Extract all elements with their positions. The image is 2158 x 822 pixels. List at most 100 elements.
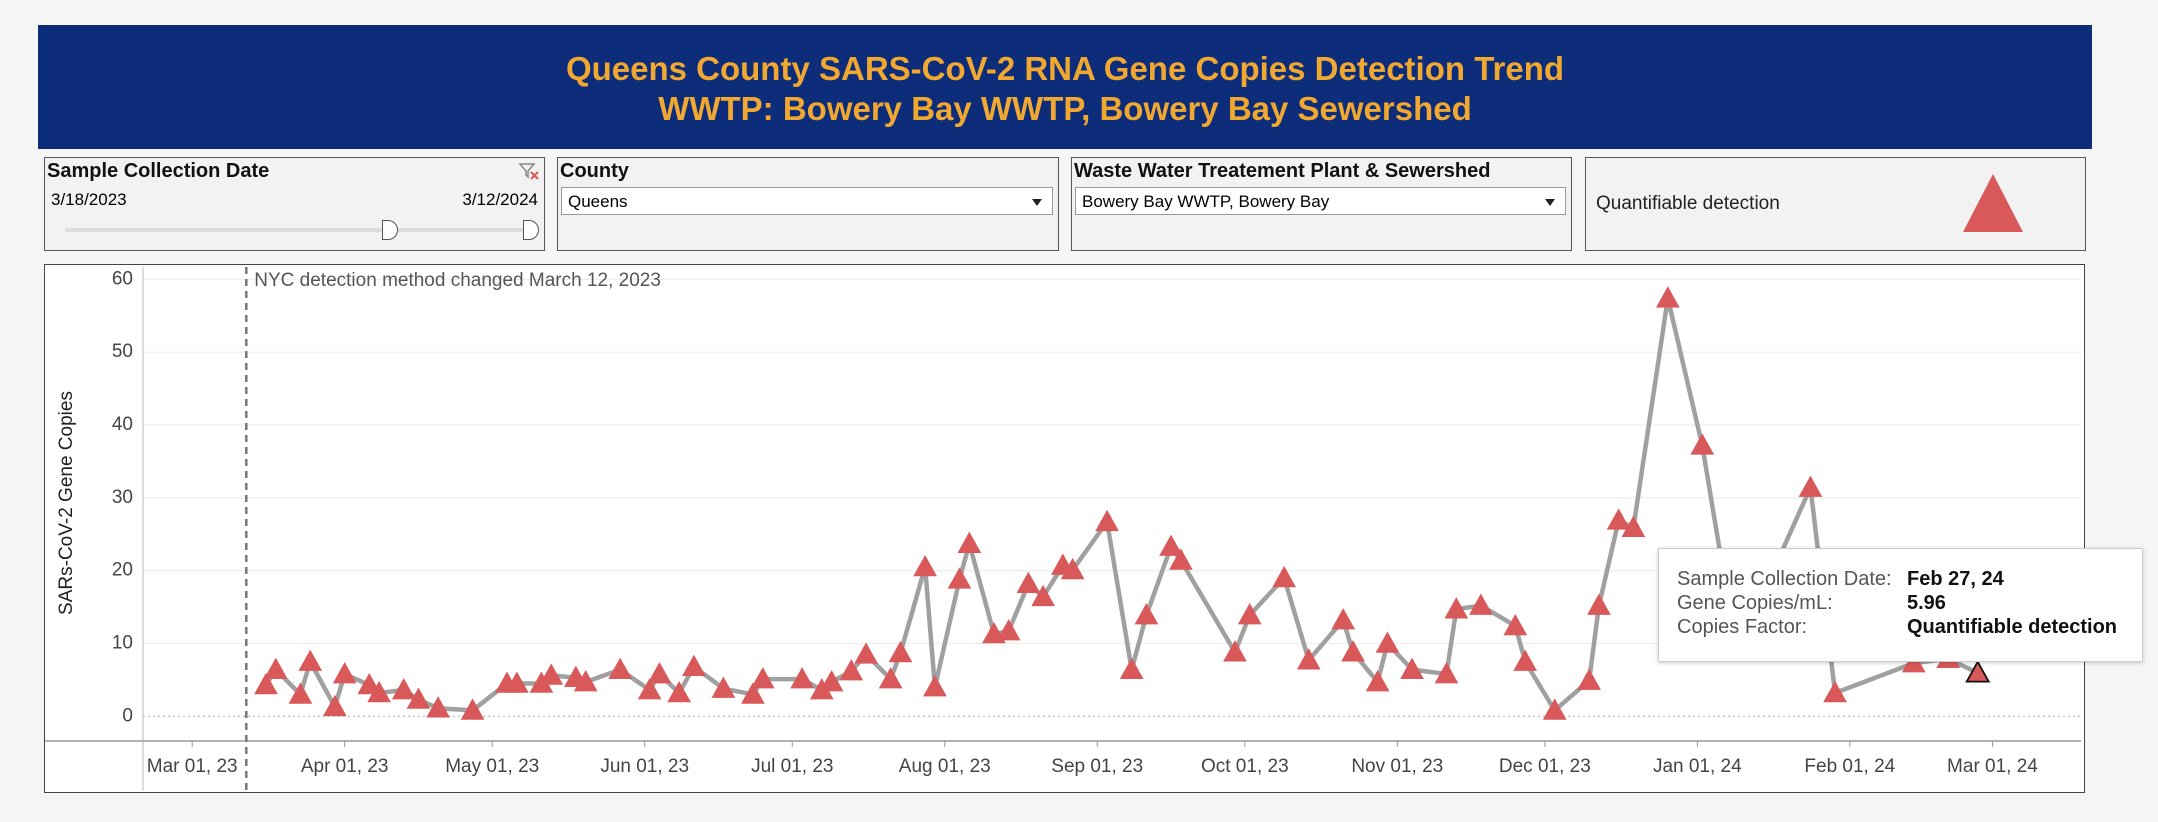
y-tick-label: 60: [112, 268, 133, 289]
data-point: [878, 667, 903, 689]
data-point: [539, 663, 564, 685]
data-point: [1690, 433, 1715, 455]
clear-filter-icon[interactable]: [518, 162, 540, 180]
tooltip: Sample Collection Date: Feb 27, 24 Gene …: [1658, 548, 2143, 662]
county-dropdown[interactable]: Queens: [561, 187, 1053, 215]
x-tick-label: Aug 01, 23: [899, 756, 991, 777]
data-point: [1587, 593, 1611, 615]
data-point: [263, 657, 288, 679]
slider-handle[interactable]: [382, 220, 398, 240]
data-point: [888, 640, 913, 663]
slider-handle[interactable]: [523, 220, 539, 240]
data-point: [819, 669, 844, 692]
data-point: [996, 619, 1021, 641]
chart-area: 0 10 20 30 40 50 60 Mar 01, 23 Apr 01, 23 May 01,…: [44, 264, 2085, 793]
data-point: [1159, 534, 1183, 556]
data-point: [504, 671, 529, 693]
data-point: [1272, 565, 1297, 588]
data-point: [1798, 475, 1823, 497]
data-point: [332, 661, 357, 684]
data-point: [1060, 557, 1085, 580]
data-point: [667, 680, 691, 703]
plant-filter: Waste Water Treatement Plant & Sewershed…: [1071, 157, 1572, 251]
y-tick-label: 10: [112, 632, 133, 653]
legend-triangle: [1963, 174, 2023, 232]
data-point: [426, 696, 450, 718]
legend-label: Quantifiable detection: [1596, 193, 1780, 214]
data-point: [957, 531, 982, 553]
data-point: [460, 698, 485, 720]
tooltip-value: 5.96: [1907, 592, 1946, 614]
data-point: [1542, 698, 1567, 720]
data-point: [1375, 631, 1400, 653]
plant-dropdown[interactable]: Bowery Bay WWTP, Bowery Bay: [1075, 187, 1566, 215]
data-point: [1365, 669, 1390, 692]
data-point: [711, 676, 736, 698]
data-point: [573, 669, 598, 692]
tooltip-key: Sample Collection Date:: [1677, 568, 1892, 590]
y-tick-label: 0: [122, 705, 133, 726]
data-point: [750, 667, 775, 689]
tooltip-value: Quantifiable detection: [1907, 616, 2118, 638]
data-point: [1031, 584, 1055, 607]
filter-title: Waste Water Treatement Plant & Sewershed: [1074, 160, 1491, 182]
data-point: [367, 680, 391, 703]
data-point: [913, 554, 937, 577]
data-point: [1577, 668, 1601, 690]
data-point: [288, 682, 313, 704]
data-point: [322, 694, 347, 717]
date-start: 3/18/2023: [51, 190, 127, 209]
data-point: [406, 687, 431, 709]
data-point: [1503, 613, 1528, 636]
data-point: [923, 675, 947, 697]
data-point: [1444, 597, 1469, 619]
data-point: [1513, 649, 1538, 671]
data-point: [1119, 657, 1144, 679]
data-point: [1469, 593, 1493, 615]
date-filter: Sample Collection Date 3/18/2023 3/12/20…: [44, 157, 545, 251]
subtitle: WWTP: Bowery Bay WWTP, Bowery Bay Sewers…: [658, 90, 1472, 127]
data-point: [1095, 509, 1119, 532]
data-point: [647, 661, 672, 684]
x-tick-label: Dec 01, 23: [1499, 756, 1591, 777]
data-point: [1341, 640, 1365, 662]
title: Queens County SARS-CoV-2 RNA Gene Copies…: [565, 50, 1565, 87]
x-tick-label: Feb 01, 24: [1804, 756, 1895, 777]
data-point: [947, 567, 972, 589]
data-point: [1621, 515, 1646, 537]
data-point: [839, 659, 864, 681]
legend: Quantifiable detection: [1585, 157, 2086, 251]
filter-title: County: [560, 160, 629, 182]
data-point: [741, 682, 765, 704]
data-point: [254, 672, 278, 695]
data-point: [1606, 508, 1631, 530]
x-tick-label: Nov 01, 23: [1351, 756, 1443, 777]
annotation: NYC detection method changed March 12, 2…: [254, 270, 661, 291]
tooltip-value: Feb 27, 24: [1907, 568, 2004, 590]
county-filter: County Queens: [557, 157, 1059, 251]
data-point: [1296, 648, 1321, 670]
data-point: [298, 649, 323, 671]
x-tick-label: Sep 01, 23: [1051, 756, 1143, 777]
x-tick-label: Jun 01, 23: [600, 756, 689, 777]
legend-symbol: [1963, 174, 2023, 232]
data-point: [1965, 659, 1991, 683]
filter-title: Sample Collection Date: [47, 160, 270, 182]
data-point: [1331, 608, 1356, 630]
data-point: [1434, 661, 1459, 684]
data-point: [1134, 603, 1159, 625]
header: Queens County SARS-CoV-2 RNA Gene Copies…: [38, 25, 2092, 149]
x-tick-label: Oct 01, 23: [1201, 756, 1289, 777]
data-point: [1223, 640, 1247, 662]
data-point: [854, 642, 878, 664]
data-point: [1823, 680, 1847, 703]
data-point: [637, 678, 662, 700]
data-point: [1237, 603, 1262, 625]
y-tick-label: 40: [112, 414, 133, 435]
data-point: [391, 678, 416, 700]
x-tick-label: Mar 01, 23: [147, 756, 238, 777]
x-tick-label: Apr 01, 23: [301, 756, 389, 777]
data-point: [682, 654, 706, 677]
data-point: [1655, 286, 1680, 308]
tooltip-key: Gene Copies/mL:: [1677, 592, 1833, 614]
